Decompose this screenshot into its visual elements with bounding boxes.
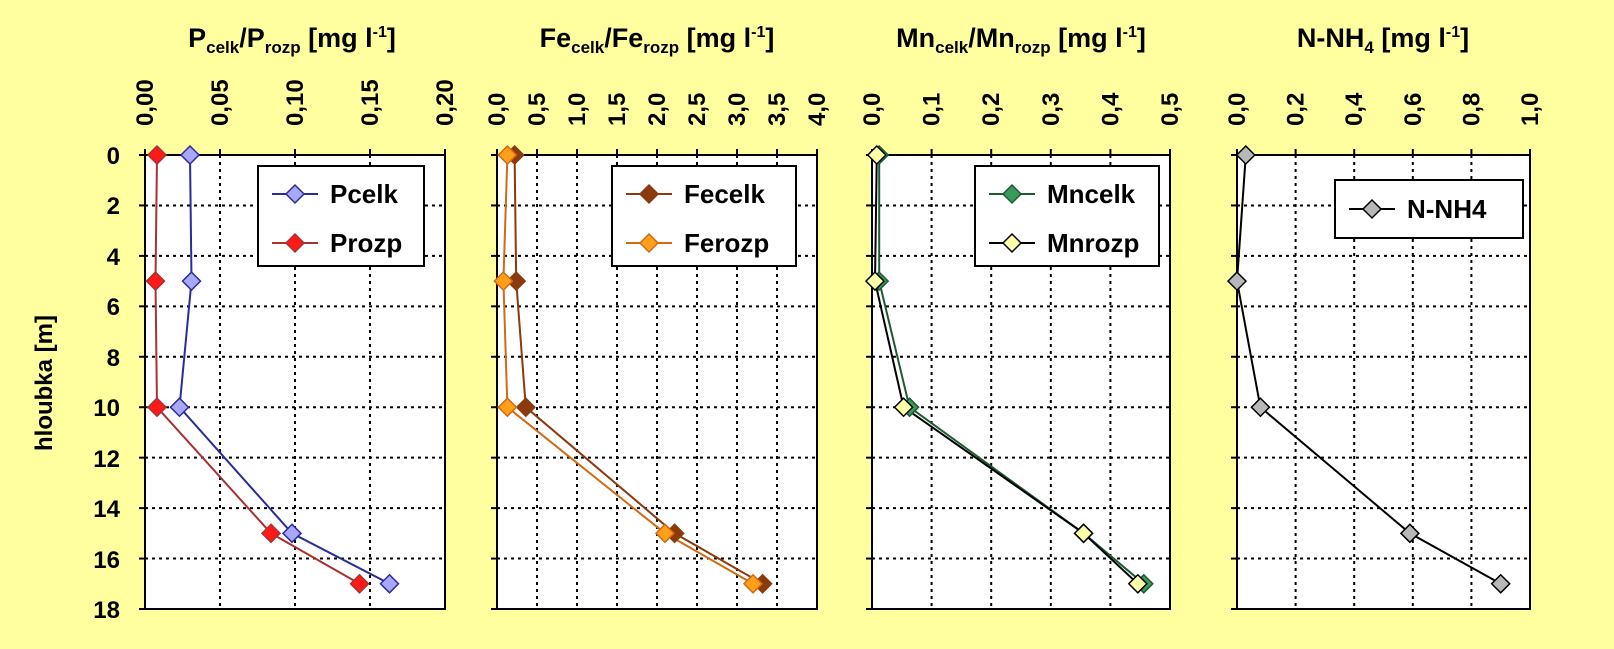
data-point-N-NH4 [1399,523,1420,544]
panel-manganese: 0,0 0,1 0,2 0,3 0,4 0,5 Mncelk/Mnrozp [mg l-1]… [859,23,1184,610]
x-tick-label: 0,15 [357,79,384,126]
y-tick-label: 18 [93,597,120,624]
legend-label: Fecelk [684,179,765,209]
data-point-Ferozp [742,573,764,594]
legend-swatch-marker [1361,198,1383,220]
data-point-N-NH4 [1235,144,1256,166]
legend-label: Mncelk [1047,179,1136,209]
legend-label: N-NH4 [1407,194,1487,224]
x-tick-label: 0,8 [1458,93,1485,126]
data-point-Ferozp [497,144,518,166]
legend-label: Mnrozp [1047,228,1139,258]
x-tick-label: 0,2 [1283,93,1310,126]
panel-phosphorus: 0,00 0,05 0,10 0,15 0,20 Pcelk/Prozp [mg l-1]… [132,23,459,610]
x-tick-label: 0,00 [132,79,159,126]
data-point-Mnrozp [893,397,914,418]
panel-ammonium: 0,0 0,2 0,4 0,6 0,8 1,0 N-NH4 [mg l-1] N-NH4 [1224,23,1544,610]
data-point-Pcelk [379,573,400,594]
panel-title: Fecelk/Ferozp [mg l-1] [540,23,775,57]
x-tick-label: 3,0 [724,93,751,126]
data-point-Ferozp [497,397,518,418]
data-point-Mnrozp [1073,523,1094,544]
data-point-Pcelk [179,144,201,166]
x-tick-label: 1,5 [604,93,631,126]
y-tick-label: 14 [93,496,120,523]
data-point-Prozp [349,573,370,594]
data-point-Ferozp [493,271,514,292]
x-tick-label: 0,5 [524,93,551,126]
legend-swatch-marker [284,232,306,254]
y-tick-label: 2 [107,193,120,220]
x-tick-label: 4,0 [804,93,831,126]
x-tick-label: 0,2 [978,93,1005,126]
x-tick-label: 0,20 [432,79,459,126]
x-tick-label: 0,4 [1341,92,1368,126]
x-tick-label: 2,0 [644,93,671,126]
y-tick-label: 0 [107,143,120,170]
legend-box [974,165,1160,267]
x-tick-label: 0,5 [1157,93,1184,126]
y-tick-label: 6 [107,294,120,321]
data-point-Fecelk [515,397,536,418]
x-tick-label: 0,1 [919,93,946,126]
y-tick-label: 4 [107,244,121,271]
legend-swatch-marker [638,183,660,205]
data-point-Prozp [146,397,168,418]
y-tick-label: 12 [93,446,120,473]
panel-iron: 0,0 0,5 1,0 1,5 2,0 2,5 3,0 3,5 4,0 Fecelk/Ferozp… [484,23,831,610]
legend-box [611,165,797,267]
x-tick-label: 0,0 [859,93,886,126]
x-tick-label: 0,10 [282,79,309,126]
x-tick-label: 3,5 [764,93,791,126]
x-tick-label: 1,0 [1517,93,1544,126]
data-point-N-NH4 [1226,271,1248,292]
legend-swatch-marker [1001,232,1023,254]
y-tick-label: 16 [93,547,120,574]
y-tick-label: 8 [107,345,120,372]
data-point-Prozp [145,271,166,292]
x-tick-label: 0,0 [1224,93,1251,126]
y-tick-labels: 0 2 4 6 8 10 12 14 16 18 [93,143,120,624]
x-tick-label: 2,5 [684,93,711,126]
legend-label: Pcelk [330,179,398,209]
x-tick-label: 0,3 [1038,93,1065,126]
x-tick-label: 0,4 [1097,92,1124,126]
legend-box [257,165,425,267]
x-tick-label: 0,05 [207,79,234,126]
data-point-N-NH4 [1490,573,1511,594]
data-point-Mnrozp [866,144,887,166]
data-point-Pcelk [181,271,202,292]
y-axis-label: hloubka [m] [31,315,58,451]
data-point-Ferozp [654,523,676,544]
x-tick-label: 1,0 [564,93,591,126]
data-point-Pcelk [169,397,190,418]
x-tick-label: 0,6 [1400,93,1427,126]
legend-box [1334,179,1524,239]
legend-label: Prozp [330,228,402,258]
panel-title: Mncelk/Mnrozp [mg l-1] [896,23,1146,57]
data-point-Mnrozp [864,271,886,292]
x-tick-label: 0,0 [484,93,511,126]
data-point-N-NH4 [1250,397,1271,418]
panel-title: Pcelk/Prozp [mg l-1] [188,23,396,57]
panel-title: N-NH4 [mg l-1] [1297,23,1469,57]
data-point-Prozp [146,144,168,166]
legend-swatch-marker [284,183,306,205]
y-tick-label: 10 [93,395,120,422]
legend-label: Ferozp [684,228,769,258]
legend-swatch-marker [638,232,660,254]
data-point-Prozp [260,523,282,544]
legend-swatch-marker [1001,183,1023,205]
data-point-Mnrozp [1127,573,1148,594]
data-point-Pcelk [281,523,303,544]
